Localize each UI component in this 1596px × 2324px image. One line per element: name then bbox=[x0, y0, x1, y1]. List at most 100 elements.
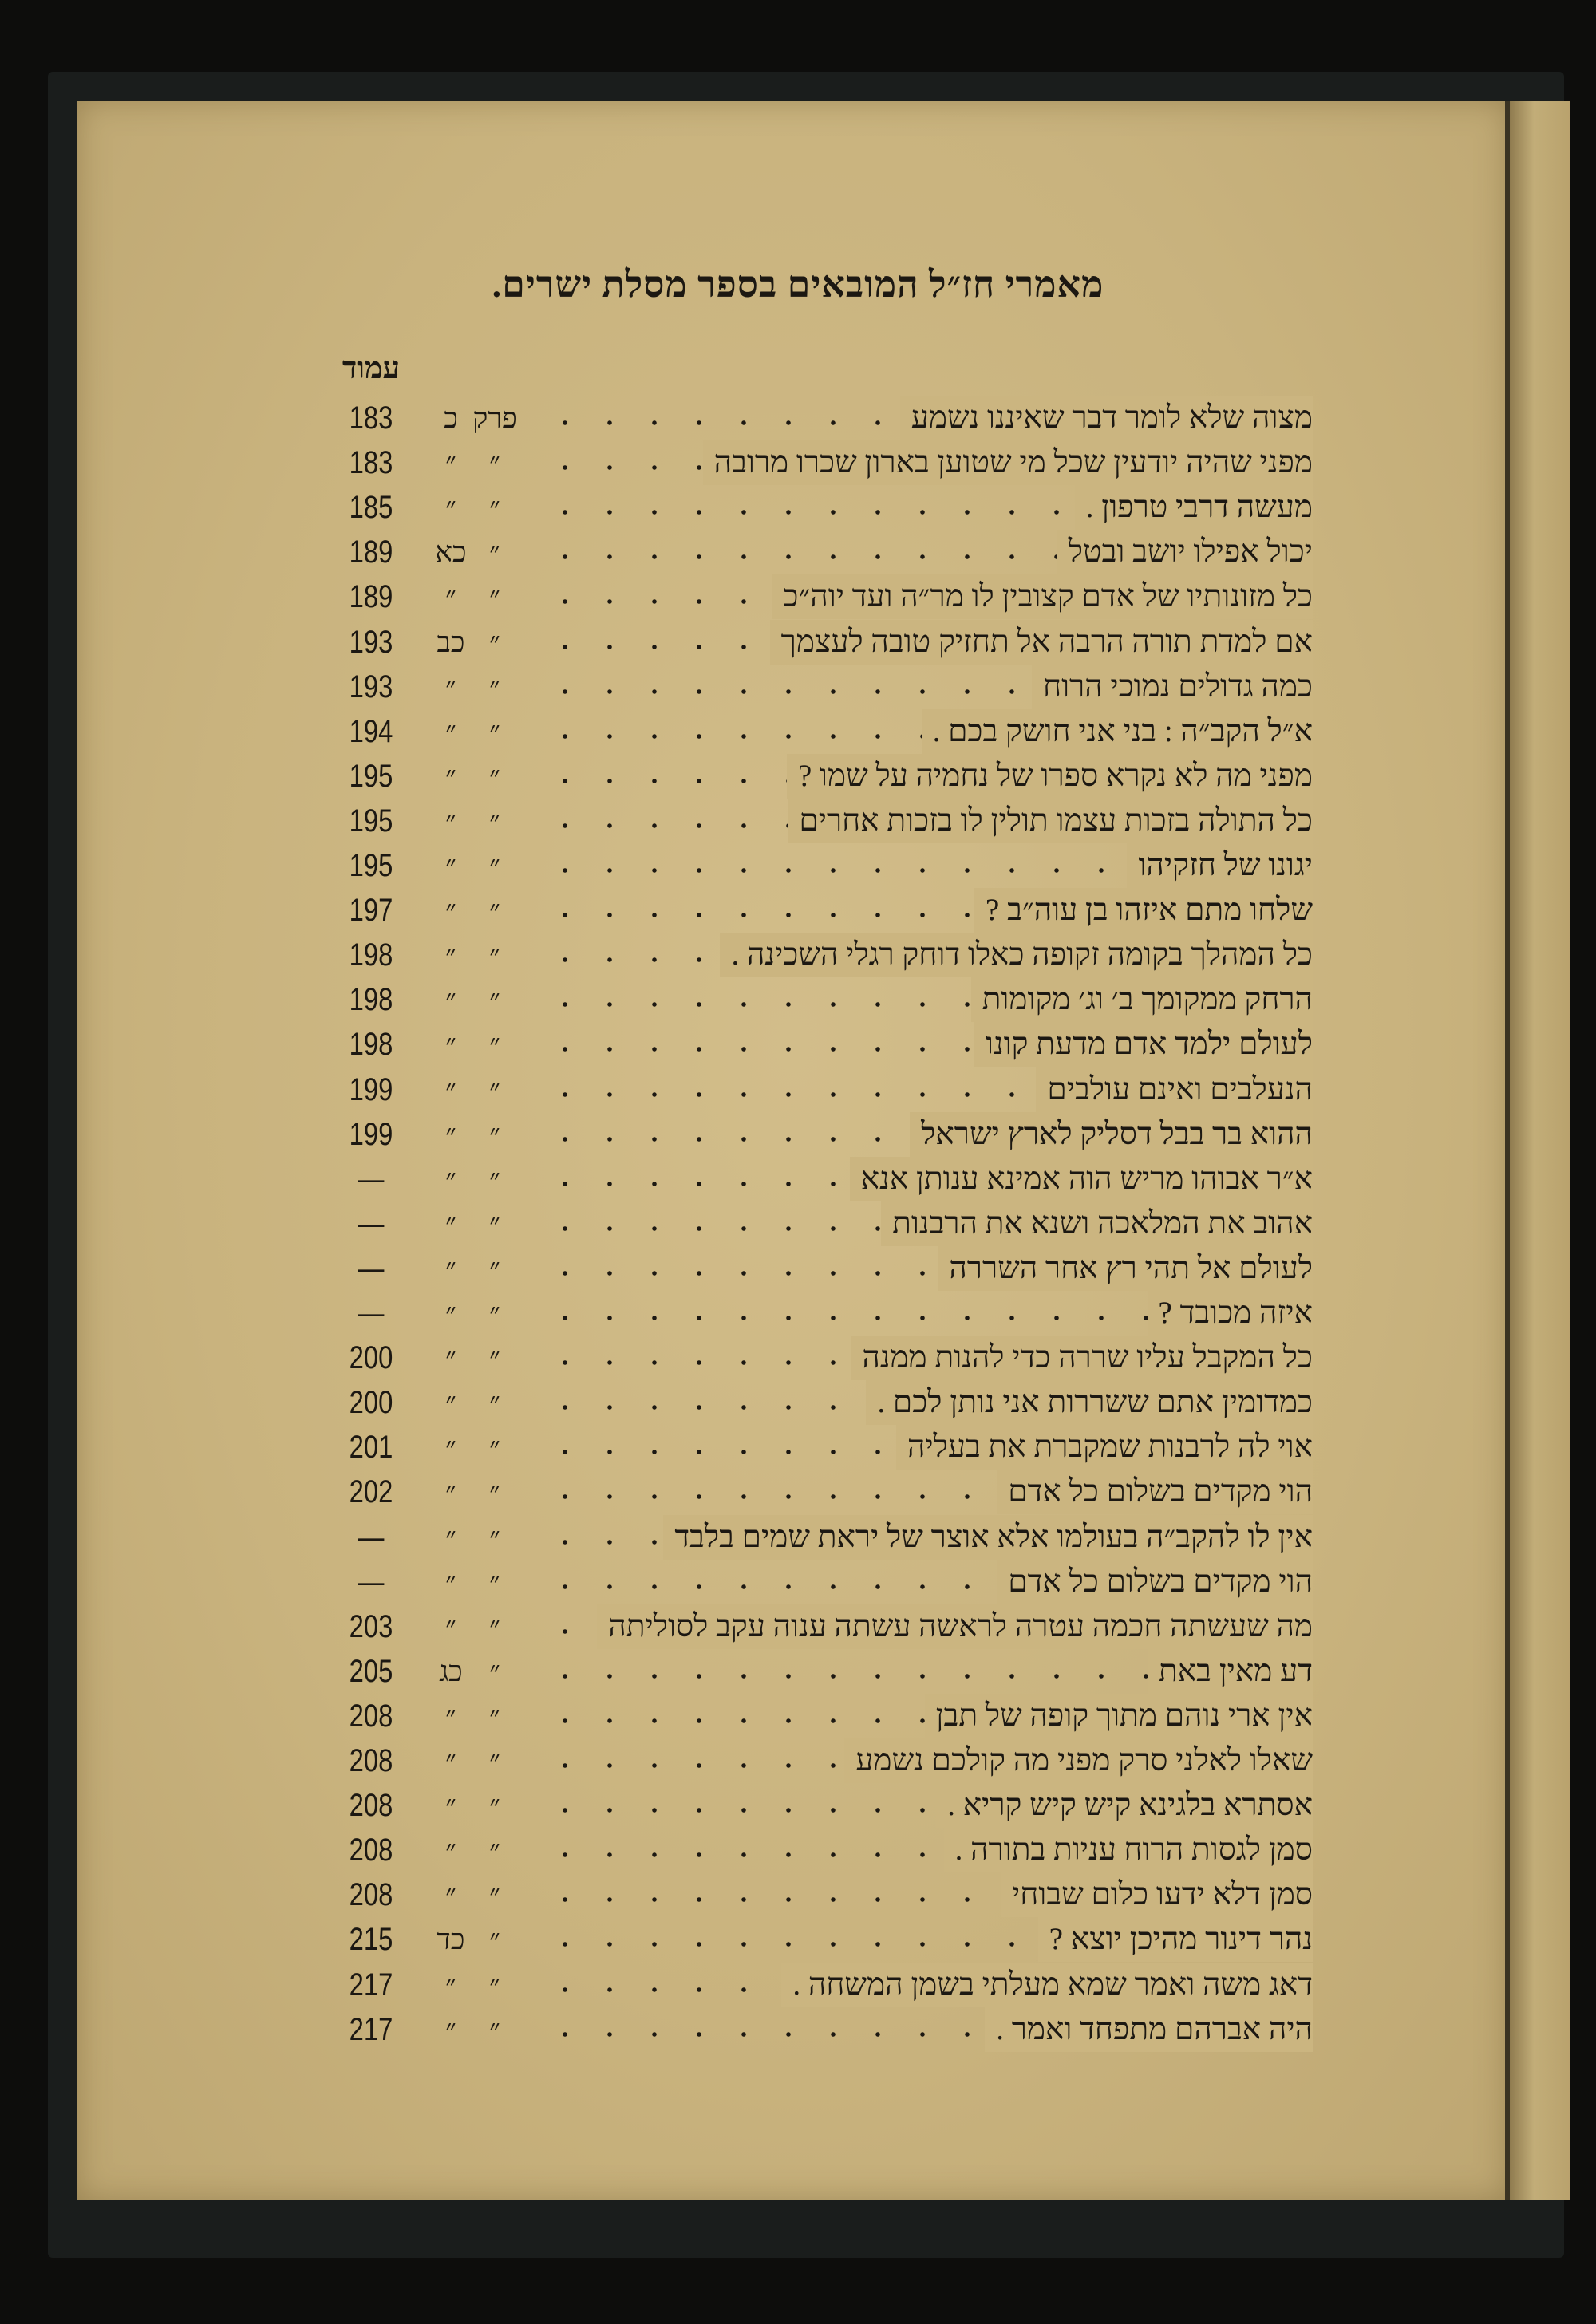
index-entry: יגונו של חזקיהו ״ ״ 195 bbox=[335, 843, 1313, 888]
page-number: — bbox=[358, 1161, 385, 1197]
chapter-label: ״ bbox=[489, 2013, 500, 2046]
chapter-label: ״ bbox=[489, 1834, 500, 1867]
dot-leader bbox=[543, 1001, 1313, 1008]
chapter-label: ״ bbox=[489, 1968, 500, 2001]
index-entry: מפני מה לא נקרא ספרו של נחמיה על שמו ? ״ ״… bbox=[335, 753, 1313, 799]
index-entry: שלחו מתם איזהו בן עוה״ב ? ״ ״ 197 bbox=[335, 888, 1313, 933]
index-entry: אסתרא בלגינא קיש קיש קריא . ״ ״ 208 bbox=[335, 1783, 1313, 1829]
dot-leader bbox=[543, 1269, 1313, 1276]
chapter-number: ״ bbox=[445, 984, 456, 1016]
page-number: — bbox=[358, 1250, 385, 1286]
chapter-number: ״ bbox=[445, 1162, 456, 1195]
chapter-number: כא bbox=[435, 536, 467, 569]
index-entry: יכול אפילו יושב ובטל ״ כא 189 bbox=[335, 530, 1313, 575]
entry-text: דע מאין באת bbox=[1147, 1648, 1313, 1694]
page-number: 199 bbox=[349, 1116, 393, 1152]
index-entry: כל המקבל עליו שררה כדי להנות ממנה ״ ״ 200 bbox=[335, 1336, 1313, 1381]
chapter-number: כב bbox=[437, 625, 465, 658]
index-entry: דאג משה ואמר שמא מעלתי בשמן המשחה . ״ ״ 217 bbox=[335, 1962, 1313, 2007]
entry-text: איזה מכובד ? bbox=[1147, 1291, 1313, 1336]
chapter-label: פרק bbox=[472, 402, 517, 434]
page-number: 217 bbox=[349, 1967, 393, 2002]
page-number: 217 bbox=[349, 2011, 393, 2047]
entry-text: שאלו לאלני סרק מפני מה קולכם נשמע bbox=[844, 1738, 1313, 1783]
chapter-label: ״ bbox=[489, 939, 500, 972]
chapter-label: ״ bbox=[489, 1252, 500, 1284]
index-entry: מעשה דרבי טרפון . ״ ״ 185 bbox=[335, 485, 1313, 531]
page-number: 205 bbox=[349, 1653, 393, 1689]
page-number: 195 bbox=[349, 803, 393, 838]
chapter-number: ״ bbox=[445, 1342, 456, 1375]
chapter-number: ״ bbox=[445, 1745, 456, 1777]
chapter-number: ״ bbox=[445, 715, 456, 748]
chapter-label: ״ bbox=[489, 1162, 500, 1195]
dot-leader bbox=[543, 912, 1313, 919]
index-entry: א״ל הקב״ה : בני אני חושק בכם . ״ ״ 194 bbox=[335, 708, 1313, 754]
chapter-number: כד bbox=[437, 1924, 465, 1956]
chapter-label: ״ bbox=[489, 1789, 500, 1822]
dot-leader bbox=[543, 1941, 1313, 1948]
page-number: 183 bbox=[349, 445, 393, 481]
chapter-label: ״ bbox=[489, 894, 500, 927]
page-number: 201 bbox=[349, 1430, 393, 1466]
page-number: 203 bbox=[349, 1608, 393, 1644]
chapter-number: ״ bbox=[445, 760, 456, 792]
index-entry: כמה גדולים נמוכי הרוח ״ ״ 193 bbox=[335, 664, 1313, 709]
entry-text: מעשה דרבי טרפון . bbox=[1074, 485, 1313, 531]
dot-leader bbox=[543, 1315, 1313, 1321]
entry-text: כל מזונותיו של אדם קצובין לו מר״ה ועד יו… bbox=[772, 574, 1313, 620]
entry-text: אהוב את המלאכה ושנא את הרבנות bbox=[881, 1201, 1313, 1246]
index-entry: מפני שהיה יודעין שכל מי שטוען בארון שכרו… bbox=[335, 440, 1313, 486]
chapter-label: ״ bbox=[489, 1118, 500, 1150]
page-number: 189 bbox=[349, 579, 393, 615]
index-entry: הרחק ממקומך ב׳ וג׳ מקומות ״ ״ 198 bbox=[335, 977, 1313, 1023]
page-number: 189 bbox=[349, 535, 393, 570]
chapter-label: ״ bbox=[489, 1073, 500, 1106]
entry-text: הרחק ממקומך ב׳ וג׳ מקומות bbox=[970, 977, 1313, 1023]
index-entry: שאלו לאלני סרק מפני מה קולכם נשמע ״ ״ 208 bbox=[335, 1738, 1313, 1783]
page-number: 200 bbox=[349, 1340, 393, 1376]
chapter-number: ״ bbox=[445, 1297, 456, 1329]
entry-text: מפני מה לא נקרא ספרו של נחמיה על שמו ? bbox=[786, 753, 1313, 799]
chapter-number: ״ bbox=[445, 2013, 456, 2046]
chapter-label: ״ bbox=[489, 1745, 500, 1777]
dot-leader bbox=[543, 867, 1313, 874]
chapter-label: ״ bbox=[489, 1297, 500, 1329]
page-number: 183 bbox=[349, 400, 393, 436]
index-entry: נהר דינור מהיכן יוצא ? ״ כד 215 bbox=[335, 1917, 1313, 1963]
entry-text: לעולם ילמד אדם מדעת קונו bbox=[974, 1022, 1313, 1067]
page-number: 185 bbox=[349, 490, 393, 526]
chapter-number: ״ bbox=[445, 1879, 456, 1912]
entry-text: יכול אפילו יושב ובטל bbox=[1057, 530, 1313, 575]
chapter-label: ״ bbox=[489, 1207, 500, 1240]
chapter-number: כג bbox=[439, 1655, 463, 1687]
entry-text: כמדומין אתם ששררות אני נותן לכם . bbox=[866, 1380, 1313, 1426]
chapter-label: ״ bbox=[489, 1028, 500, 1061]
chapter-label: ״ bbox=[489, 670, 500, 703]
index-entry: מה שעשתה חכמה עטרה לראשה עשתה ענוה עקב ל… bbox=[335, 1604, 1313, 1649]
page-number: 193 bbox=[349, 624, 393, 660]
entry-text: הנעלבים ואינם עולבים bbox=[1036, 1067, 1313, 1112]
chapter-label: ״ bbox=[489, 850, 500, 882]
index-entry: אין לו להקב״ה בעולמו אלא אוצר של יראת שמ… bbox=[335, 1514, 1313, 1560]
entry-text: יגונו של חזקיהו bbox=[1127, 843, 1313, 888]
chapter-number: כ bbox=[444, 402, 458, 434]
facing-page-edge bbox=[1510, 101, 1570, 2200]
dot-leader bbox=[543, 1896, 1313, 1904]
entry-text: מפני שהיה יודעין שכל מי שטוען בארון שכרו… bbox=[702, 440, 1313, 486]
index-entry: כמדומין אתם ששררות אני נותן לכם . ״ ״ 200 bbox=[335, 1380, 1313, 1426]
index-entry: אם למדת תורה הרבה אל תחזיק טובה לעצמך ״ כב… bbox=[335, 619, 1313, 665]
index-entry: מצוה שלא לומר דבר שאיננו נשמע פרק כ 183 bbox=[335, 396, 1313, 440]
chapter-label: ״ bbox=[489, 1924, 500, 1956]
chapter-number: ״ bbox=[445, 1789, 456, 1822]
index-entry: לעולם ילמד אדם מדעת קונו ״ ״ 198 bbox=[335, 1022, 1313, 1067]
index-entry: איזה מכובד ? ״ ״ — bbox=[335, 1291, 1313, 1336]
chapter-label: ״ bbox=[489, 1655, 500, 1687]
chapter-label: ״ bbox=[489, 491, 500, 524]
dot-leader bbox=[543, 2030, 1313, 2038]
index-entry: אין ארי נוהם מתוך קופה של תבן ״ ״ 208 bbox=[335, 1693, 1313, 1738]
chapter-label: ״ bbox=[489, 1610, 500, 1643]
entry-text: שלחו מתם איזהו בן עוה״ב ? bbox=[974, 888, 1313, 933]
index-entry: סמן לגסות הרוח עניות בתורה . ״ ״ 208 bbox=[335, 1828, 1313, 1873]
index-entry: כל התולה בזכות עצמו תולין לו בזכות אחרים… bbox=[335, 798, 1313, 843]
